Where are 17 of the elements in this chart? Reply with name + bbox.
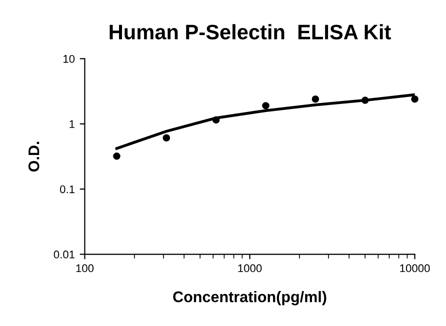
point — [411, 95, 418, 103]
y-tick-label: 0.01 — [54, 250, 74, 258]
chart-title: Human P-Selectin ELISA Kit — [110, 24, 391, 40]
x-tick-label: 10000 — [400, 264, 430, 272]
point — [113, 152, 120, 160]
x-tick-label: 1000 — [238, 264, 262, 272]
point — [262, 102, 270, 110]
x-axis-title: Concentration(pg/ml) — [173, 291, 326, 306]
y-tick-label: 10 — [64, 54, 75, 63]
y-tick-label: 0.1 — [60, 185, 74, 194]
y-axis-title: O.D. — [28, 142, 40, 172]
x-tick-label: 100 — [76, 264, 94, 272]
point — [162, 134, 170, 142]
y-tick-label: 1 — [70, 120, 74, 128]
point — [212, 116, 220, 124]
point — [312, 95, 320, 103]
point — [361, 96, 369, 104]
